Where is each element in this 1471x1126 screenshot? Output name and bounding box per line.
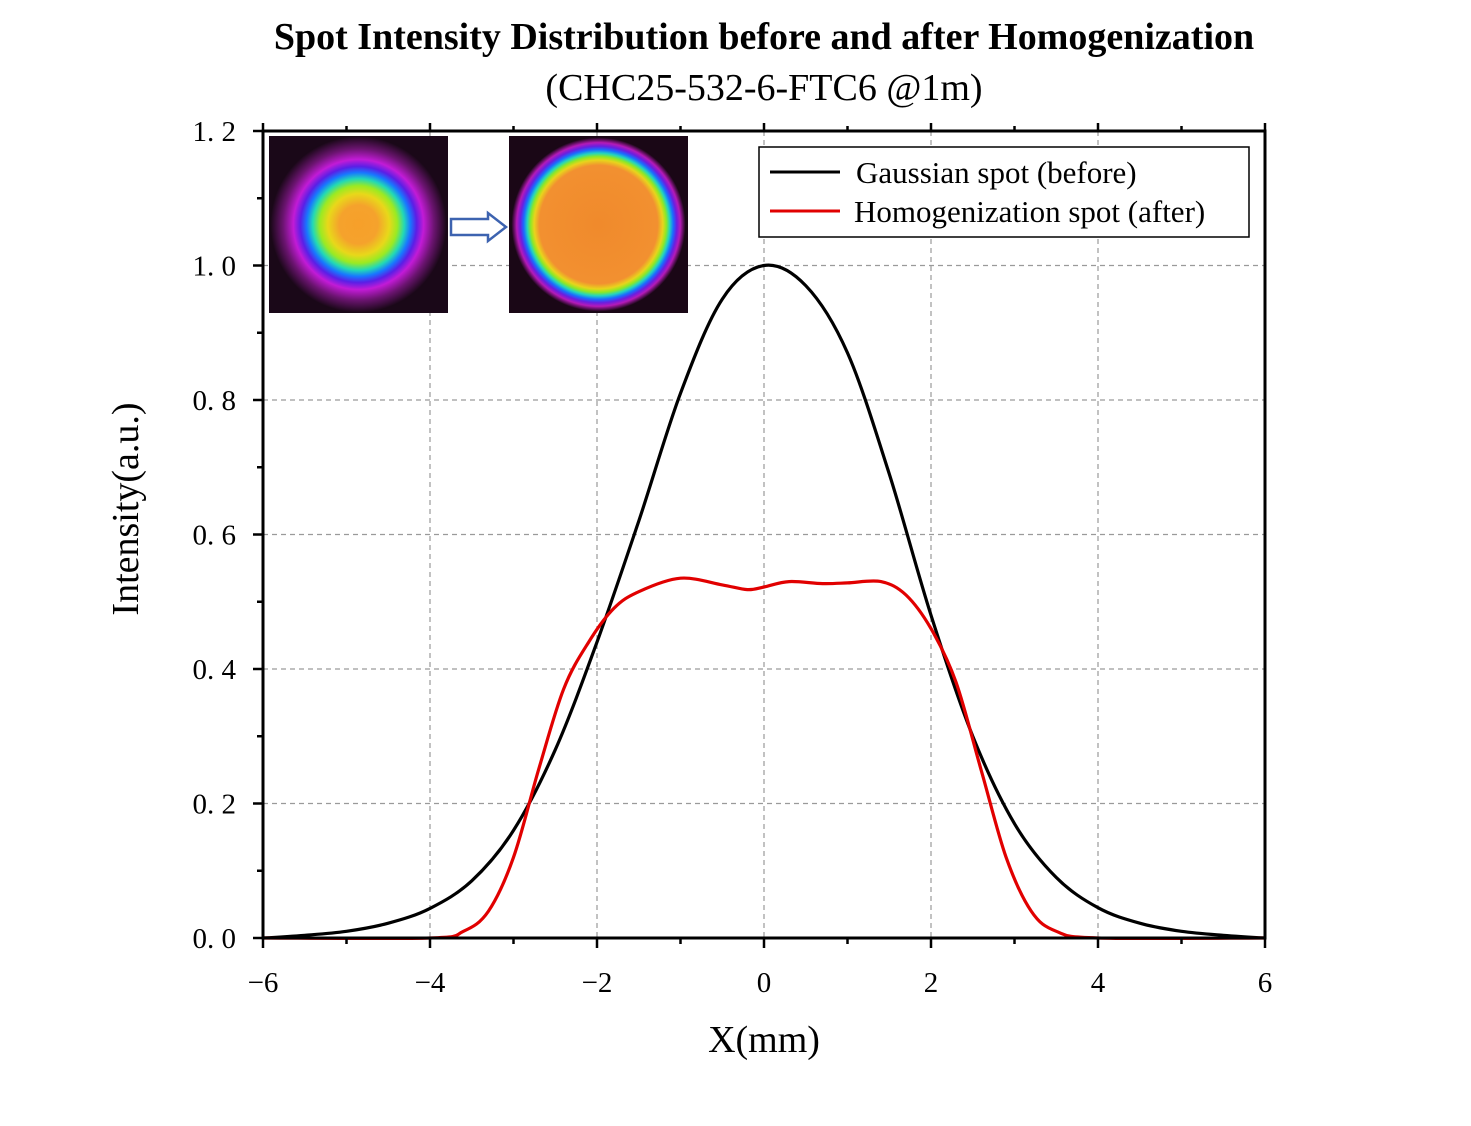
y-tick-label-0: 0. 0 xyxy=(193,923,237,955)
x-tick-label-1: −4 xyxy=(415,967,446,999)
series-layer xyxy=(262,263,1266,941)
y-tick-label-5: 1. 0 xyxy=(193,251,237,283)
y-tick-label-4: 0. 8 xyxy=(193,385,237,417)
legend-box xyxy=(758,146,1250,238)
ticks: −6 −4 −2 0 2 4 6 0. 0 0. 2 0. 4 0. 6 0. 8 1. 0 1. 2 xyxy=(193,116,1273,999)
x-tick-label-4: 2 xyxy=(924,967,939,999)
legend-label-gaussian: Gaussian spot (before) xyxy=(856,155,1137,190)
arrow-right-icon xyxy=(449,210,509,244)
x-tick-label-0: −6 xyxy=(248,967,279,999)
y-tick-label-2: 0. 4 xyxy=(193,654,237,686)
chart-subtitle: (CHC25-532-6-FTC6 @1m) xyxy=(545,67,982,109)
y-axis-label: Intensity(a.u.) xyxy=(105,402,147,615)
x-tick-label-2: −2 xyxy=(582,967,613,999)
legend: Gaussian spot (before) Homogenization sp… xyxy=(758,146,1250,238)
series-line-1 xyxy=(262,576,1266,941)
x-axis-label: X(mm) xyxy=(708,1019,820,1061)
after-spot-image xyxy=(509,136,688,313)
x-tick-label-3: 0 xyxy=(757,967,772,999)
series-line-0 xyxy=(262,263,1266,940)
y-tick-label-3: 0. 6 xyxy=(193,520,237,552)
chart-title: Spot Intensity Distribution before and a… xyxy=(274,16,1254,58)
legend-label-homogenization: Homogenization spot (after) xyxy=(854,194,1205,229)
y-tick-label-1: 0. 2 xyxy=(193,789,237,821)
y-tick-label-6: 1. 2 xyxy=(193,116,237,148)
x-tick-label-5: 4 xyxy=(1091,967,1106,999)
before-spot-image xyxy=(269,136,448,313)
x-tick-label-6: 6 xyxy=(1258,967,1273,999)
